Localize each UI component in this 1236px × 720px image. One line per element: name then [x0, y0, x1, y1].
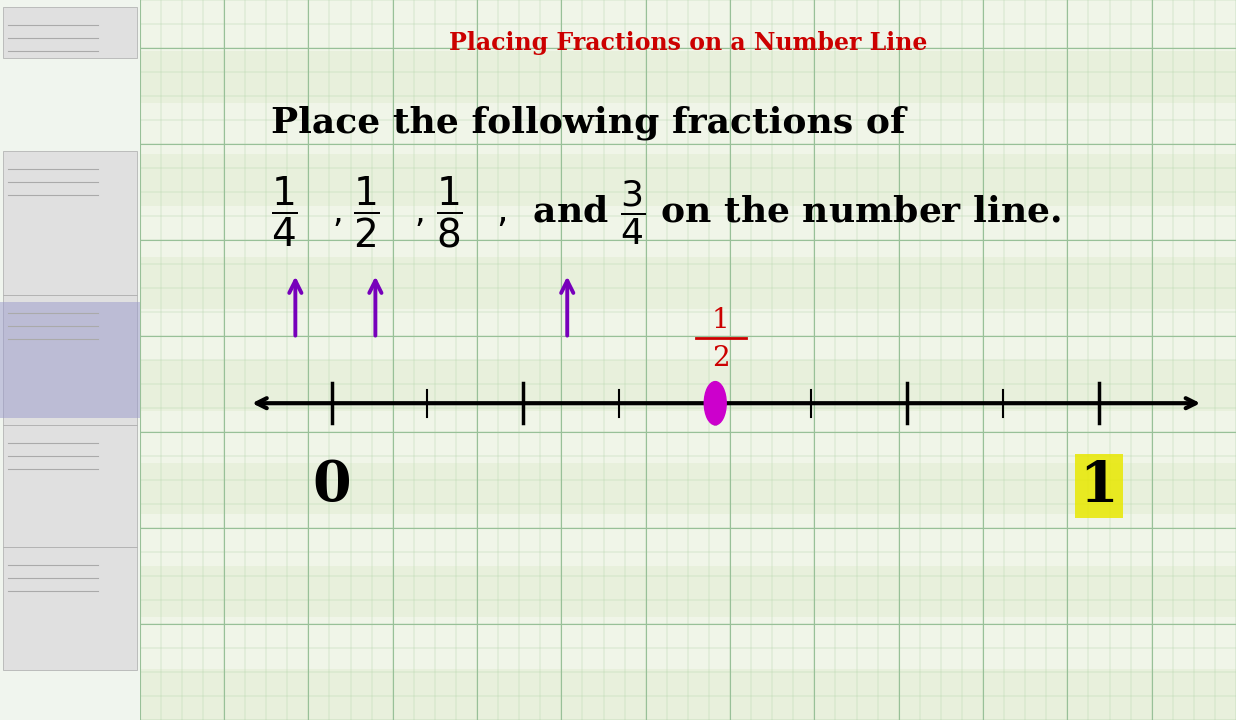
Bar: [140, 411, 1236, 463]
Text: $,$: $,$: [331, 196, 341, 229]
Text: $\dfrac{1}{4}$: $\dfrac{1}{4}$: [271, 176, 298, 249]
Text: $\dfrac{1}{2}$: $\dfrac{1}{2}$: [353, 175, 381, 250]
FancyBboxPatch shape: [2, 7, 137, 58]
FancyBboxPatch shape: [2, 295, 137, 425]
Bar: [140, 514, 1236, 566]
Bar: [140, 0, 1236, 51]
Bar: [140, 360, 1236, 411]
Bar: [140, 617, 1236, 669]
Bar: [140, 669, 1236, 720]
Text: Place the following fractions of: Place the following fractions of: [271, 105, 906, 140]
Bar: [140, 103, 1236, 154]
Text: Placing Fractions on a Number Line: Placing Fractions on a Number Line: [449, 31, 927, 55]
Text: $,$: $,$: [414, 196, 423, 229]
Bar: [140, 566, 1236, 617]
Bar: [140, 206, 1236, 257]
Bar: [140, 463, 1236, 514]
Text: $\dfrac{1}{8}$: $\dfrac{1}{8}$: [435, 175, 462, 250]
Text: $,\,$ and $\dfrac{3}{4}$ on the number line.: $,\,$ and $\dfrac{3}{4}$ on the number l…: [496, 179, 1060, 246]
Bar: [140, 309, 1236, 360]
Text: 0: 0: [313, 459, 351, 513]
FancyBboxPatch shape: [2, 151, 137, 295]
FancyBboxPatch shape: [2, 425, 137, 547]
FancyBboxPatch shape: [0, 302, 140, 418]
FancyBboxPatch shape: [2, 547, 137, 670]
Bar: [140, 51, 1236, 103]
Ellipse shape: [705, 382, 727, 425]
Text: 1: 1: [712, 307, 729, 334]
Text: 2: 2: [712, 345, 729, 372]
Bar: [140, 154, 1236, 206]
Bar: [140, 257, 1236, 309]
Text: 1: 1: [1079, 459, 1119, 513]
